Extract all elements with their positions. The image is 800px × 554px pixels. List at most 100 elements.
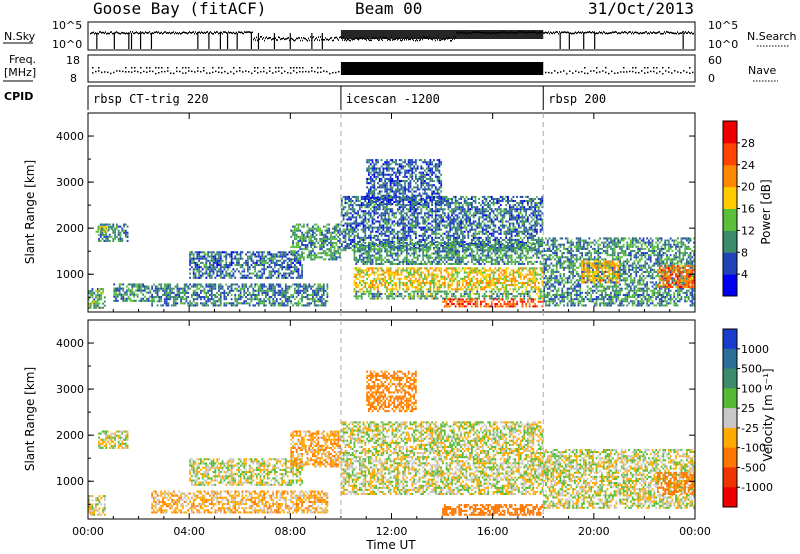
freq-point — [611, 70, 613, 73]
heatmap-cell — [368, 246, 370, 249]
heatmap-cell — [190, 266, 193, 269]
nsky-point — [635, 31, 636, 34]
heatmap-cell — [420, 234, 423, 237]
heatmap-cell — [339, 223, 341, 226]
heatmap-cell — [210, 253, 213, 256]
heatmap-cell — [297, 254, 300, 257]
heatmap-cell — [349, 208, 352, 211]
heatmap-cell — [355, 262, 358, 266]
heatmap-cell — [512, 216, 515, 219]
heatmap-cell — [304, 289, 307, 292]
heatmap-cell — [525, 214, 527, 217]
heatmap-cell — [192, 285, 195, 288]
heatmap-cell — [358, 206, 361, 209]
heatmap-cell — [198, 296, 200, 299]
heatmap-cell — [418, 245, 421, 248]
heatmap-cell — [510, 218, 513, 221]
heatmap-cell — [355, 212, 358, 215]
heatmap-cell — [272, 283, 275, 286]
heatmap-cell — [396, 252, 399, 255]
heatmap-cell — [489, 195, 491, 198]
heatmap-cell — [299, 259, 302, 262]
heatmap-cell — [371, 248, 374, 251]
heatmap-cell — [427, 234, 430, 237]
heatmap-cell — [203, 266, 206, 269]
heatmap-cell — [236, 261, 238, 264]
freq-point — [665, 70, 667, 72]
heatmap-cell — [192, 255, 195, 258]
nsky-point — [353, 38, 354, 40]
heatmap-cell — [353, 230, 356, 233]
heatmap-cell — [151, 296, 154, 299]
heatmap-cell — [107, 235, 109, 238]
heatmap-cell — [218, 304, 220, 307]
heatmap-cell — [221, 291, 224, 294]
heatmap-cell — [380, 197, 383, 201]
heatmap-cell — [207, 266, 210, 269]
heatmap-cell — [452, 234, 455, 237]
heatmap-cell — [228, 266, 231, 269]
heatmap-cell — [292, 231, 294, 234]
heatmap-cell — [268, 289, 271, 292]
heatmap-cell — [461, 226, 464, 229]
heatmap-cell — [424, 254, 426, 257]
heatmap-cell — [424, 206, 426, 209]
heatmap-cell — [411, 242, 414, 245]
heatmap-cell — [301, 272, 303, 275]
heatmap-cell — [377, 234, 379, 237]
heatmap-cell — [293, 235, 296, 238]
heatmap-cell — [105, 235, 108, 238]
nsky-point — [422, 38, 423, 41]
heatmap-cell — [452, 226, 455, 229]
heatmap-cell — [499, 204, 502, 207]
heatmap-cell — [420, 208, 423, 211]
nsky-point — [276, 39, 277, 41]
heatmap-cell — [216, 300, 219, 303]
heatmap-cell — [416, 242, 419, 245]
heatmap-cell — [355, 195, 358, 198]
heatmap-cell — [306, 256, 309, 259]
heatmap-cell — [465, 202, 468, 205]
heatmap-cell — [302, 248, 305, 251]
nsky-point — [321, 38, 322, 41]
heatmap-cell — [537, 218, 540, 221]
heatmap-cell — [487, 252, 490, 255]
nave-point — [197, 67, 199, 69]
heatmap-cell — [541, 240, 544, 243]
heatmap-cell — [212, 272, 215, 275]
heatmap-cell — [279, 253, 282, 256]
heatmap-cell — [414, 236, 417, 239]
heatmap-cell — [534, 214, 537, 217]
heatmap-cell — [178, 293, 181, 296]
nsky-point — [333, 39, 334, 42]
heatmap-cell — [270, 296, 273, 299]
heatmap-cell — [283, 296, 285, 299]
nsky-point — [451, 39, 452, 42]
heatmap-cell — [483, 214, 486, 217]
heatmap-cell — [301, 274, 303, 277]
heatmap-cell — [315, 237, 318, 240]
heatmap-cell — [281, 274, 284, 277]
nave-point — [596, 67, 598, 69]
heatmap-cell — [288, 287, 291, 290]
nsky-point — [297, 37, 298, 40]
nsky-point — [554, 32, 555, 35]
freq-point — [548, 71, 550, 74]
heatmap-cell — [333, 231, 336, 234]
heatmap-cell — [440, 262, 443, 266]
heatmap-cell — [118, 285, 121, 288]
heatmap-cell — [465, 262, 468, 266]
freq-point — [677, 71, 679, 73]
heatmap-cell — [308, 231, 311, 234]
heatmap-cell — [400, 250, 403, 253]
freq-point — [119, 70, 121, 72]
heatmap-cell — [275, 259, 278, 262]
heatmap-cell — [409, 249, 412, 252]
heatmap-cell — [272, 257, 275, 260]
heatmap-cell — [118, 283, 121, 286]
heatmap-cell — [528, 228, 531, 231]
heatmap-cell — [434, 234, 437, 237]
heatmap-cell — [357, 224, 359, 227]
heatmap-cell — [472, 238, 475, 241]
heatmap-cell — [340, 230, 343, 233]
